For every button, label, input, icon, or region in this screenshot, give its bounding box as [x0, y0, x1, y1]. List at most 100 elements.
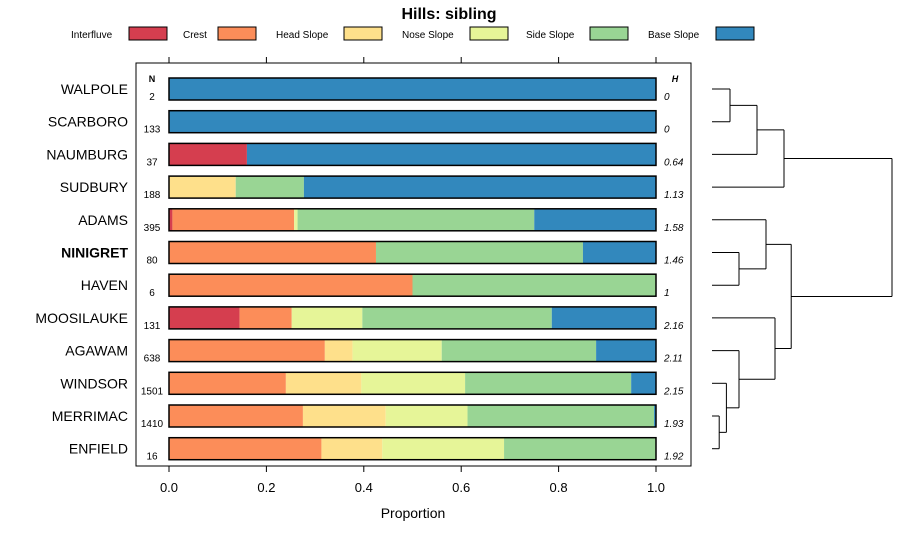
bar-segment [169, 274, 413, 297]
row-n-value: 2 [149, 92, 155, 103]
bar-segment [294, 208, 298, 231]
bar-segment [169, 143, 247, 166]
bar-segment [582, 241, 656, 264]
legend-swatch [715, 26, 755, 41]
legend-label: Base Slope [648, 30, 700, 41]
legend-swatch [217, 26, 257, 41]
bar-segment [169, 306, 240, 329]
row-h-value: 2.11 [663, 354, 683, 365]
bar-row: NINIGRET 80 1.46 [61, 240, 684, 267]
bar-segment [291, 306, 363, 329]
row-label: WALPOLE [61, 81, 128, 97]
row-h-value: 1.92 [664, 452, 684, 463]
bar-segment [324, 339, 353, 362]
bar-segment [302, 405, 386, 427]
bar-segment [169, 110, 656, 133]
bar-row: WINDSOR 1501 2.15 [60, 371, 684, 397]
bar-row: HAVEN 6 1 [81, 273, 670, 299]
x-axis-label: Proportion [381, 505, 446, 521]
row-n-value: 37 [146, 157, 158, 168]
bar-outline [168, 338, 657, 363]
bar-segment [285, 372, 362, 395]
row-h-value: 2.15 [663, 386, 684, 397]
bar-segment [465, 372, 632, 395]
row-label: NINIGRET [61, 245, 128, 261]
bar-segment [169, 405, 303, 427]
bar-outline [168, 142, 657, 167]
bar-row: MOOSILAUKE 131 2.16 [35, 306, 684, 332]
bar-segment [169, 241, 376, 264]
bar-outline [168, 77, 657, 101]
bar-segment [467, 405, 655, 427]
row-n-value: 395 [144, 223, 161, 234]
row-n-value: 80 [146, 256, 158, 267]
row-h-value: 0 [664, 125, 670, 136]
legend-swatch [128, 26, 168, 41]
row-h-value: 0.64 [664, 157, 684, 168]
bar-segment [172, 208, 295, 231]
x-tick-label: 1.0 [647, 480, 665, 495]
bar-outline [168, 404, 657, 428]
bar-segment [297, 208, 535, 231]
row-n-value: 1501 [141, 386, 164, 397]
legend: Interfluve Crest Head Slope Nose Slope Side … [71, 26, 755, 41]
bar-segment [382, 437, 505, 460]
n-header: N [149, 74, 156, 84]
h-header: H [672, 74, 679, 84]
row-h-value: 2.16 [663, 321, 684, 332]
bar-segment [361, 372, 466, 395]
bar-segment [654, 405, 656, 427]
row-n-value: 1410 [141, 419, 164, 430]
row-n-value: 6 [149, 288, 155, 299]
bar-segment [596, 339, 656, 362]
bar-outline [168, 436, 657, 461]
bar-row: MERRIMAC 1410 1.93 [52, 404, 684, 430]
legend-label: Nose Slope [402, 30, 454, 41]
row-label: ADAMS [78, 212, 128, 228]
bar-row: AGAWAM 638 2.11 [65, 338, 683, 365]
bar-segment [321, 437, 383, 460]
row-label: MERRIMAC [52, 408, 128, 424]
legend-swatch [589, 26, 629, 41]
row-label: WINDSOR [60, 375, 128, 391]
bar-outline [168, 306, 657, 330]
bar-segment [239, 306, 292, 329]
row-n-value: 638 [144, 354, 161, 365]
legend-label: Crest [183, 30, 207, 41]
x-tick-label: 0.4 [355, 480, 373, 495]
row-label: ENFIELD [69, 441, 128, 457]
row-label: MOOSILAUKE [35, 310, 128, 326]
row-h-value: 1 [664, 288, 670, 299]
legend-label: Interfluve [71, 30, 113, 41]
bar-outline [168, 109, 657, 134]
bar-segment [504, 437, 656, 460]
bar-row: ENFIELD 16 1.92 [69, 436, 684, 463]
bar-outline [168, 273, 657, 297]
bar-segment [412, 274, 656, 297]
row-label: AGAWAM [65, 343, 128, 359]
bar-segment [385, 405, 468, 427]
bar-segment [534, 208, 656, 231]
bar-segment [375, 241, 583, 264]
bar-row: WALPOLE 2 0 [61, 77, 670, 103]
bar-segment [169, 372, 286, 395]
bar-outline [168, 371, 657, 396]
row-n-value: 16 [146, 452, 158, 463]
bar-segment [362, 306, 552, 329]
bar-row: NAUMBURG 37 0.64 [46, 142, 684, 168]
bar-segment [246, 143, 657, 166]
bar-segment [631, 372, 656, 395]
bar-segment [235, 176, 304, 199]
bar-segment [441, 339, 597, 362]
row-h-value: 1.93 [664, 419, 684, 430]
bar-row: ADAMS 395 1.58 [78, 208, 684, 234]
bar-outline [168, 175, 657, 199]
row-label: SCARBORO [48, 114, 128, 130]
bar-segment [169, 176, 236, 199]
row-n-value: 188 [144, 190, 161, 201]
bar-outline [168, 208, 657, 232]
chart-title: Hills: sibling [401, 6, 496, 23]
row-n-value: 131 [144, 321, 161, 332]
x-tick-label: 0.2 [257, 480, 275, 495]
